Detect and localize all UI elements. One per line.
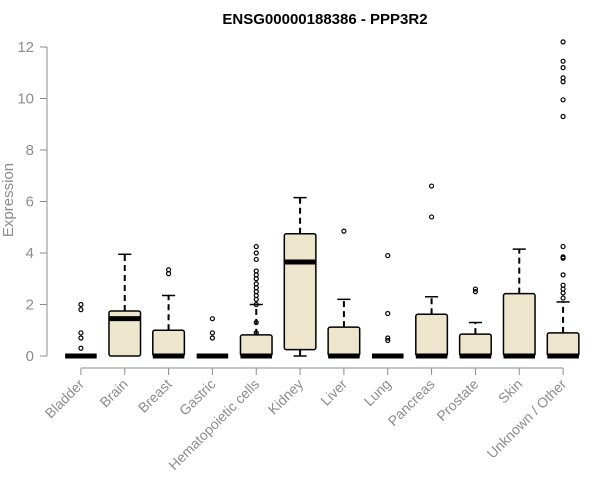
- x-tick-label: Brain: [96, 376, 130, 410]
- y-tick-label: 0: [26, 348, 34, 365]
- box-hematopoietic-cells: [239, 243, 273, 359]
- box-bladder: [65, 301, 97, 359]
- outlier-point: [560, 295, 566, 301]
- outlier-point: [209, 330, 216, 336]
- outlier-point: [253, 256, 259, 263]
- outlier-point: [253, 250, 259, 256]
- box-body: [108, 310, 142, 357]
- x-tick-label: Breast: [135, 376, 175, 416]
- outlier-point: [78, 335, 84, 341]
- box-body: [283, 232, 317, 351]
- box-prostate: [458, 286, 492, 359]
- box-unknown-other: [546, 39, 580, 359]
- outlier-point: [253, 243, 259, 250]
- x-tick-label: Bladder: [42, 376, 88, 422]
- outlier-point: [253, 281, 259, 287]
- x-tick-label: Lung: [361, 376, 394, 409]
- x-tick-label: Unknown / Other: [484, 376, 570, 462]
- outlier-point: [253, 268, 259, 274]
- outlier-point: [209, 335, 216, 341]
- x-tick-label: Liver: [317, 376, 350, 409]
- outlier-point: [560, 243, 566, 250]
- outlier-point: [253, 319, 259, 326]
- x-tick-label: Prostate: [433, 376, 481, 424]
- outlier-point: [253, 330, 259, 336]
- box-body: [239, 334, 273, 357]
- y-tick-label: 6: [26, 194, 34, 211]
- outlier-point: [385, 252, 391, 259]
- outlier-point: [560, 254, 566, 260]
- chart-title: ENSG00000188386 - PPP3R2: [222, 11, 427, 28]
- outlier-point: [560, 58, 566, 64]
- x-tick-label: Gastric: [176, 376, 219, 419]
- x-tick-label: Pancreas: [385, 376, 438, 429]
- box-lung: [371, 252, 404, 359]
- box-body: [546, 332, 580, 357]
- outlier-point: [428, 183, 435, 189]
- y-tick-label: 10: [17, 91, 34, 108]
- y-tick-label: 12: [17, 39, 34, 56]
- box-body: [152, 329, 186, 357]
- box-kidney: [283, 196, 317, 357]
- outlier-point: [341, 228, 347, 234]
- outlier-point: [385, 337, 391, 344]
- outlier-point: [472, 289, 479, 295]
- y-tick-label: 8: [26, 142, 34, 159]
- box-liver: [327, 228, 361, 359]
- outlier-point: [385, 335, 391, 341]
- outlier-point: [560, 113, 566, 120]
- outlier-point: [428, 214, 435, 220]
- outlier-point: [78, 330, 84, 336]
- outlier-point: [385, 310, 391, 317]
- outlier-point: [560, 272, 566, 278]
- x-tick-label: Kidney: [265, 376, 307, 418]
- box-body: [327, 326, 361, 357]
- box-body: [415, 313, 449, 357]
- outlier-point: [472, 286, 479, 292]
- outlier-point: [560, 97, 566, 103]
- y-tick-label: 4: [26, 245, 34, 262]
- box-pancreas: [415, 183, 449, 359]
- box-body: [458, 333, 492, 357]
- y-axis-label: Expression: [0, 163, 17, 237]
- outlier-point: [560, 75, 566, 81]
- outlier-point: [78, 307, 84, 313]
- outlier-point: [560, 64, 566, 71]
- outlier-point: [165, 267, 172, 273]
- outlier-point: [209, 316, 216, 322]
- y-axis: 0 2 4 6 8 10 12: [17, 39, 48, 365]
- outlier-point: [560, 282, 566, 288]
- box-skin: [502, 248, 536, 359]
- boxes-group: [65, 39, 580, 359]
- box-brain: [108, 253, 142, 357]
- outlier-point: [560, 39, 566, 45]
- outlier-point: [78, 345, 84, 351]
- outlier-point: [78, 301, 84, 308]
- outlier-point: [253, 301, 259, 308]
- box-body: [502, 292, 536, 357]
- box-breast: [152, 267, 186, 359]
- y-tick-label: 2: [26, 297, 34, 314]
- x-tick-label: Skin: [495, 376, 526, 407]
- box-gastric: [196, 316, 229, 359]
